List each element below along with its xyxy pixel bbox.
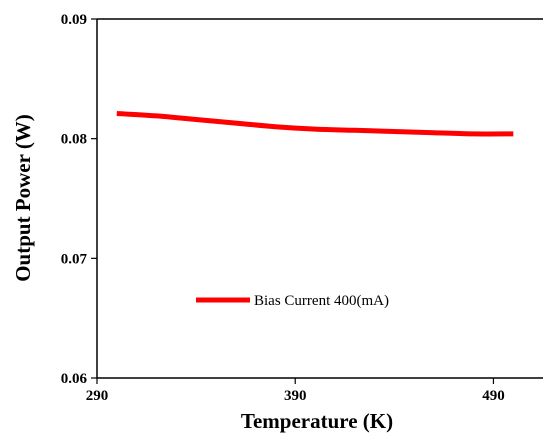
x-axis-title: Temperature (K) [241,409,393,433]
y-tick-label: 0.07 [61,251,88,267]
tick-marks: 0.06 0.07 0.08 0.09 290 390 490 [61,12,505,404]
series-lines [116,111,514,137]
axes [96,18,543,379]
x-tick-label: 490 [482,388,505,404]
y-tick-label: 0.08 [61,132,87,148]
legend: Bias Current 400(mA) [196,293,389,309]
x-tick-label: 290 [86,388,109,404]
y-tick-label: 0.09 [61,12,87,28]
legend-label-bias-current: Bias Current 400(mA) [254,293,389,309]
y-axis-title: Output Power (W) [11,114,35,282]
x-tick-label: 390 [284,388,307,404]
y-tick-label: 0.06 [61,371,88,387]
series-line-bias-current [116,111,514,137]
